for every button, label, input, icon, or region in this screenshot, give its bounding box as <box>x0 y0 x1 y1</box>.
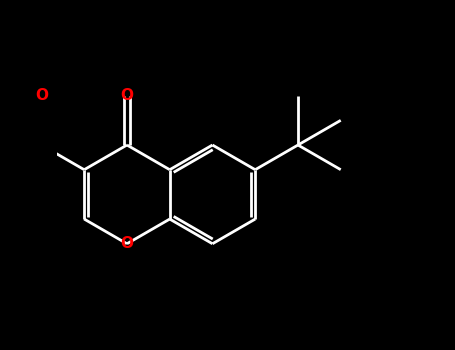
Text: O: O <box>35 88 48 103</box>
Text: O: O <box>121 236 133 251</box>
Text: O: O <box>121 88 133 103</box>
